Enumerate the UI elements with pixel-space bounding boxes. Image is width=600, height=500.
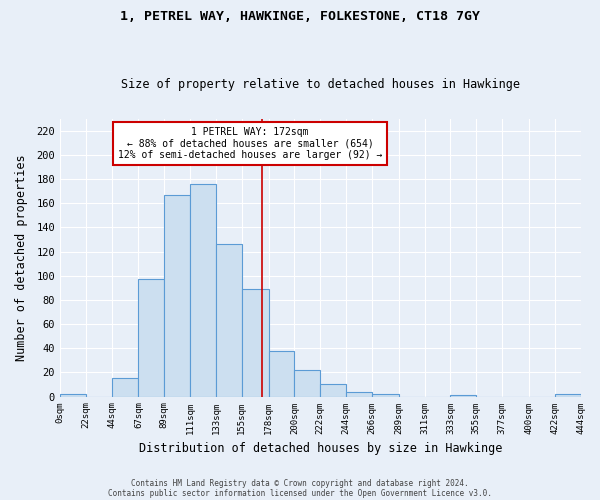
Bar — [164, 194, 190, 396]
Bar — [555, 394, 581, 396]
Text: 1 PETREL WAY: 172sqm
← 88% of detached houses are smaller (654)
12% of semi-deta: 1 PETREL WAY: 172sqm ← 88% of detached h… — [118, 127, 382, 160]
Bar — [295, 370, 320, 396]
Bar — [320, 384, 346, 396]
Bar — [139, 280, 164, 396]
Bar — [346, 392, 372, 396]
Text: Contains HM Land Registry data © Crown copyright and database right 2024.: Contains HM Land Registry data © Crown c… — [131, 478, 469, 488]
X-axis label: Distribution of detached houses by size in Hawkinge: Distribution of detached houses by size … — [139, 442, 502, 455]
Bar — [190, 184, 216, 396]
Bar — [60, 394, 86, 396]
Text: Contains public sector information licensed under the Open Government Licence v3: Contains public sector information licen… — [108, 488, 492, 498]
Y-axis label: Number of detached properties: Number of detached properties — [15, 154, 28, 361]
Bar — [242, 289, 269, 397]
Text: 1, PETREL WAY, HAWKINGE, FOLKESTONE, CT18 7GY: 1, PETREL WAY, HAWKINGE, FOLKESTONE, CT1… — [120, 10, 480, 23]
Bar — [112, 378, 139, 396]
Bar — [216, 244, 242, 396]
Bar — [269, 350, 295, 397]
Bar — [372, 394, 399, 396]
Title: Size of property relative to detached houses in Hawkinge: Size of property relative to detached ho… — [121, 78, 520, 91]
